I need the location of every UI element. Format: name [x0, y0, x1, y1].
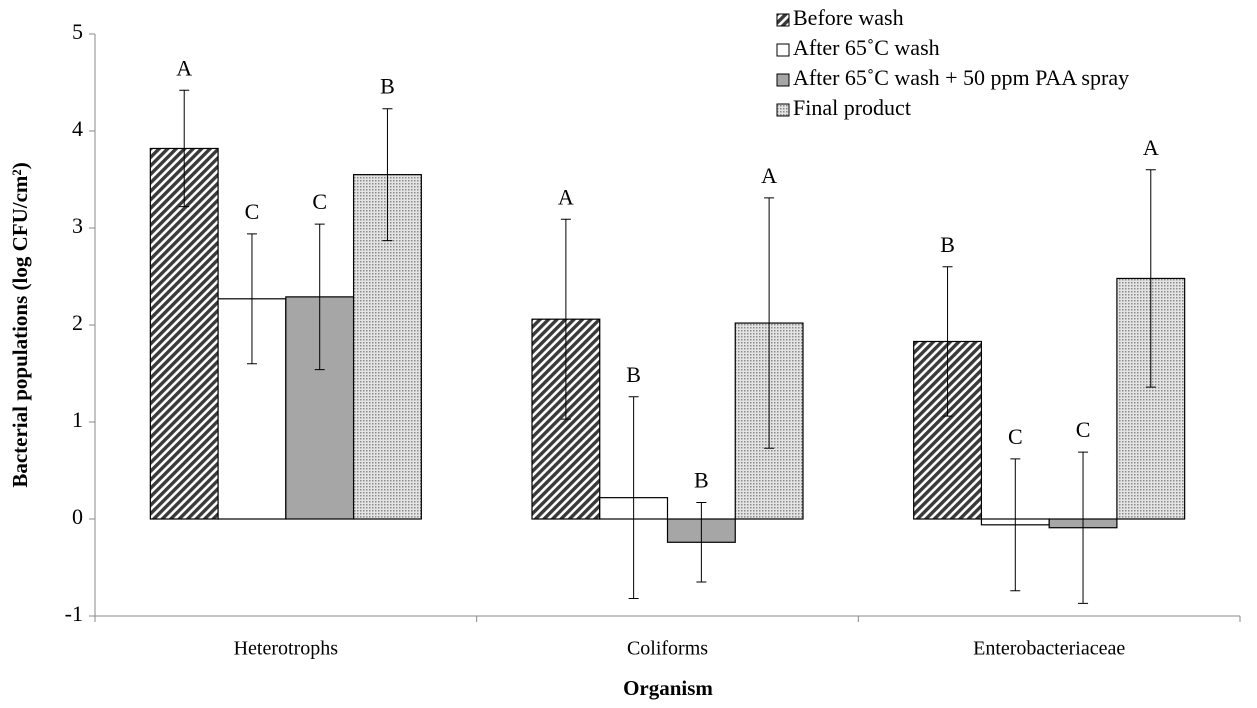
x-tick-label: Heterotrophs: [234, 638, 339, 660]
x-axis-title: Organism: [623, 676, 713, 700]
error-bar: [764, 197, 775, 449]
error-bar: [246, 233, 257, 365]
significance-letter: A: [761, 163, 777, 188]
y-tick-label: -1: [65, 601, 83, 626]
significance-letter: B: [380, 74, 395, 99]
error-bar: [1078, 451, 1089, 604]
y-tick-label: 1: [72, 407, 83, 432]
significance-letter: A: [176, 55, 192, 80]
error-bar: [560, 218, 571, 420]
error-bar: [1145, 169, 1156, 388]
legend-swatch: [776, 13, 790, 27]
legend-swatch: [776, 103, 790, 117]
error-bar: [1010, 458, 1021, 592]
error-bar: [382, 108, 393, 242]
y-tick-label: 4: [72, 116, 83, 141]
significance-letter: C: [1076, 417, 1091, 442]
significance-letter: B: [940, 232, 955, 257]
legend-label: After 65˚C wash: [793, 35, 940, 60]
legend-swatch: [776, 73, 790, 87]
significance-letter: C: [1008, 424, 1023, 449]
legend-label: Final product: [793, 95, 911, 120]
y-tick-label: 0: [72, 504, 83, 529]
error-bar: [179, 89, 190, 208]
error-bar: [314, 223, 325, 371]
x-tick-label: Enterobacteriaceae: [973, 638, 1125, 660]
legend-label: After 65˚C wash + 50 ppm PAA spray: [793, 65, 1129, 90]
legend-label: Before wash: [793, 5, 904, 30]
bar: [149, 147, 219, 520]
legend-swatch: [776, 43, 790, 57]
y-axis-title: Bacterial populations (log CFU/cm²): [8, 162, 32, 487]
error-bar: [628, 396, 639, 600]
significance-letter: A: [1143, 135, 1159, 160]
error-bar: [696, 502, 707, 583]
significance-letter: C: [245, 199, 260, 224]
x-tick-label: Coliforms: [627, 638, 708, 660]
y-tick-label: 5: [72, 19, 83, 44]
significance-letter: B: [694, 468, 709, 493]
significance-letter: C: [312, 189, 327, 214]
error-bar: [942, 266, 953, 417]
y-tick-label: 3: [72, 213, 83, 238]
significance-letter: B: [626, 362, 641, 387]
significance-letter: A: [558, 184, 574, 209]
y-tick-label: 2: [72, 310, 83, 335]
